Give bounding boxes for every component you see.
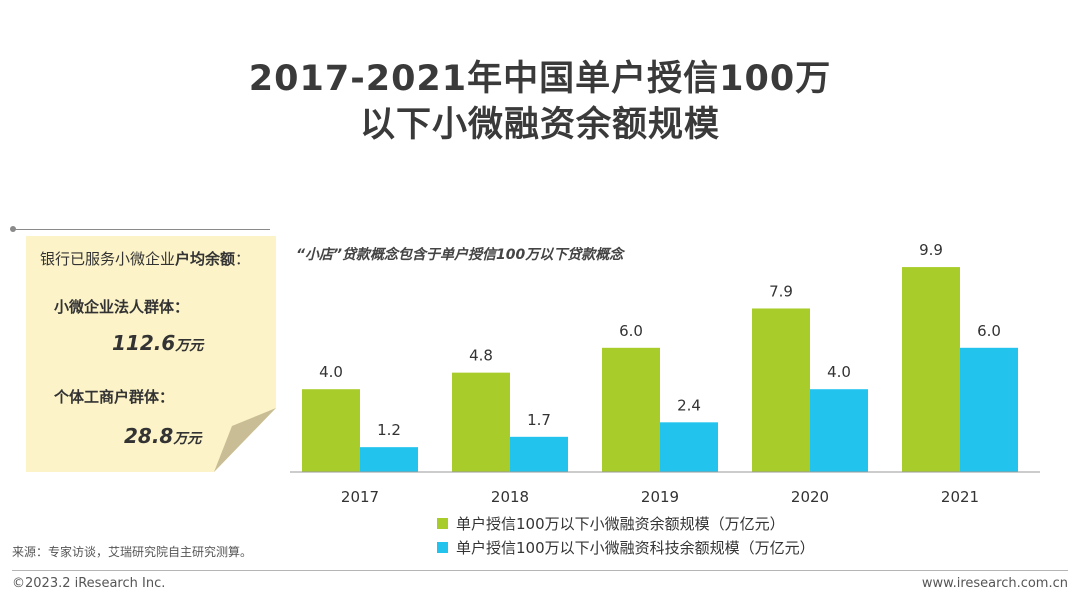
- data-label-2020-s0: 7.9: [769, 282, 793, 300]
- data-label-2021-s0: 9.9: [919, 241, 943, 259]
- sticky-note: 银行已服务小微企业户均余额： 小微企业法人群体： 112.6万元 个体工商户群体…: [26, 236, 276, 472]
- note-intro-bold: 户均余额: [175, 250, 236, 268]
- website-link[interactable]: www.iresearch.com.cn: [921, 576, 1068, 591]
- group2-unit: 万元: [173, 431, 202, 447]
- x-tick-2018: 2018: [491, 488, 529, 506]
- legend-item-green: 单户授信100万以下小微融资余额规模（万亿元）: [437, 511, 815, 535]
- data-label-2017-s1: 1.2: [377, 421, 401, 439]
- chart-note: “小店”贷款概念包含于单户授信100万以下贷款概念: [296, 247, 624, 263]
- legend-label-green: 单户授信100万以下小微融资余额规模（万亿元）: [456, 514, 785, 533]
- legend-label-blue: 单户授信100万以下小微融资科技余额规模（万亿元）: [456, 538, 815, 557]
- copyright: ©2023.2 iResearch Inc.: [12, 576, 166, 591]
- title-line-2: 以下小微融资余额规模: [359, 105, 720, 145]
- data-label-2019-s0: 6.0: [619, 322, 643, 340]
- data-label-2020-s1: 4.0: [827, 363, 851, 381]
- x-tick-2021: 2021: [941, 488, 979, 506]
- group1-label: 小微企业法人群体：: [54, 298, 190, 316]
- bar-2020-s1: [810, 389, 868, 472]
- bar-2019-s1: [660, 422, 718, 472]
- note-curl: [214, 408, 276, 472]
- group2-label: 个体工商户群体：: [54, 388, 175, 406]
- bar-2017-s1: [360, 447, 418, 472]
- group1-number: 112.6: [112, 331, 176, 355]
- x-tick-2017: 2017: [341, 488, 379, 506]
- bar-2021-s1: [960, 347, 1018, 472]
- footer-rule: [12, 570, 1068, 571]
- x-tick-2019: 2019: [641, 488, 679, 506]
- data-label-2019-s1: 2.4: [677, 396, 701, 414]
- x-tick-2020: 2020: [791, 488, 829, 506]
- note-top-rule: [12, 229, 270, 230]
- group1-unit: 万元: [175, 338, 204, 354]
- source-note: 来源：专家访谈，艾瑞研究院自主研究测算。: [12, 545, 253, 559]
- group2-value: 28.8万元: [124, 424, 201, 448]
- data-label-2018-s1: 1.7: [527, 411, 551, 429]
- bar-2017-s0: [302, 389, 360, 472]
- bar-2018-s0: [452, 372, 510, 472]
- title-line-1: 2017-2021年中国单户授信100万: [248, 59, 832, 99]
- bar-2021-s0: [902, 267, 960, 472]
- legend-item-blue: 单户授信100万以下小微融资科技余额规模（万亿元）: [437, 535, 815, 559]
- bar-2018-s1: [510, 436, 568, 472]
- bar-2020-s0: [752, 308, 810, 472]
- group1-value: 112.6万元: [112, 331, 203, 355]
- note-intro-suffix: ：: [235, 250, 251, 268]
- data-label-2018-s0: 4.8: [469, 347, 493, 365]
- chart-title: 2017-2021年中国单户授信100万 以下小微融资余额规模: [0, 56, 1080, 148]
- bar-2019-s0: [602, 347, 660, 472]
- note-intro-prefix: 银行已服务小微企业: [40, 250, 176, 268]
- legend-swatch-blue: [437, 541, 448, 553]
- bar-chart: 4.0 1.2 2017 4.8 1.7 2018 6.0 2.4 2019 7.9 4.0 2020…: [290, 241, 1040, 506]
- group2-number: 28.8: [124, 424, 174, 448]
- note-intro: 银行已服务小微企业户均余额：: [40, 248, 250, 269]
- data-label-2017-s0: 4.0: [319, 363, 343, 381]
- data-label-2021-s1: 6.0: [977, 322, 1001, 340]
- legend: 单户授信100万以下小微融资余额规模（万亿元） 单户授信100万以下小微融资科技…: [437, 511, 815, 559]
- note-rule-dot: [10, 226, 16, 232]
- legend-swatch-green: [437, 517, 448, 529]
